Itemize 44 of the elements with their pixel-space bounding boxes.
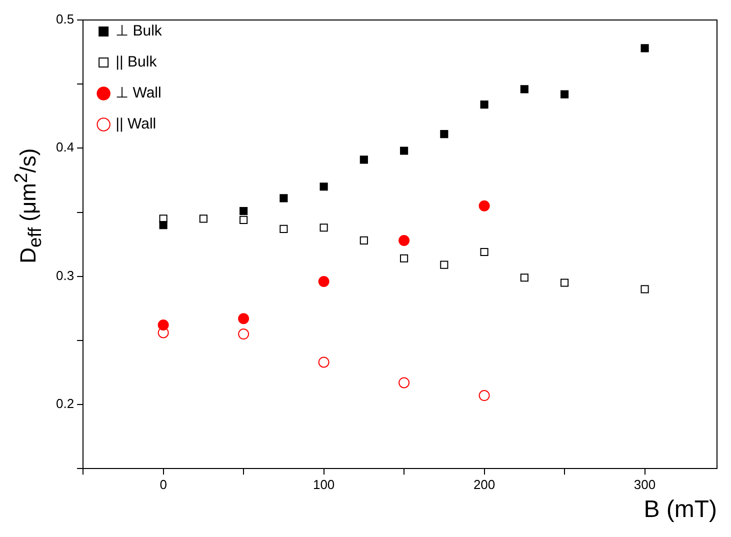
point bbox=[640, 285, 649, 294]
legend-label: || Bulk bbox=[116, 54, 158, 71]
point bbox=[480, 100, 488, 109]
point bbox=[360, 236, 368, 244]
legend-label: ⊥ Wall bbox=[116, 84, 162, 102]
point bbox=[398, 377, 410, 388]
point bbox=[480, 248, 488, 256]
point bbox=[398, 234, 410, 246]
point bbox=[280, 194, 288, 202]
point bbox=[238, 328, 250, 340]
point bbox=[320, 224, 328, 232]
point bbox=[240, 216, 248, 224]
x-axis-title: B (mT) bbox=[644, 496, 717, 524]
x-tick-label: 0 bbox=[160, 476, 167, 492]
point bbox=[640, 44, 649, 52]
point bbox=[560, 278, 569, 287]
point bbox=[400, 146, 408, 155]
point bbox=[520, 85, 528, 94]
point bbox=[478, 390, 490, 402]
point bbox=[159, 221, 168, 230]
x-tick-label: 200 bbox=[473, 476, 496, 492]
x-tick-label: 100 bbox=[312, 476, 335, 492]
point bbox=[360, 156, 368, 164]
legend-label: || Wall bbox=[116, 116, 156, 133]
point bbox=[199, 214, 208, 223]
y-tick-label: 0.5 bbox=[56, 12, 74, 27]
y-tick-label: 0.2 bbox=[56, 396, 74, 412]
point bbox=[320, 182, 328, 191]
point bbox=[440, 260, 448, 269]
point bbox=[478, 200, 490, 212]
point bbox=[520, 274, 528, 282]
y-tick-label: 0.4 bbox=[56, 140, 74, 155]
point bbox=[280, 224, 288, 233]
point bbox=[238, 313, 250, 324]
point bbox=[318, 356, 330, 368]
x-tick-label: 300 bbox=[634, 476, 656, 492]
legend-label: ⊥ Bulk bbox=[116, 22, 162, 40]
point bbox=[240, 206, 248, 216]
point bbox=[400, 254, 408, 262]
point bbox=[158, 320, 169, 331]
point bbox=[440, 130, 448, 138]
y-tick-label: 0.3 bbox=[56, 268, 74, 283]
point bbox=[560, 90, 569, 98]
point bbox=[318, 276, 330, 287]
